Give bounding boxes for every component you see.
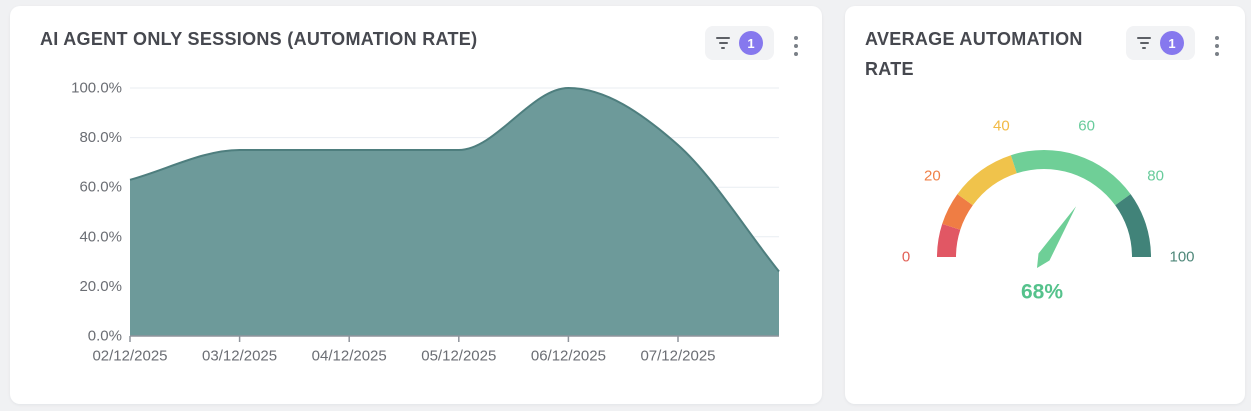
gauge-tick-label: 60 (1078, 117, 1095, 134)
average-card-header: AVERAGE AUTOMATION RATE 1 (845, 6, 1245, 84)
gauge-arc-segment (1010, 149, 1131, 206)
filter-funnel-icon (1137, 37, 1151, 49)
area-series-line (129, 86, 780, 273)
gauge-arc-segment (957, 155, 1017, 206)
filter-count-badge: 1 (1160, 31, 1184, 55)
x-axis-label: 02/12/2025 (92, 348, 167, 365)
gauge-tick-label: 100 (1169, 249, 1194, 266)
gauge-value-label: 68% (1021, 281, 1063, 304)
kebab-menu-icon (794, 36, 798, 56)
filter-button[interactable]: 1 (705, 26, 774, 60)
average-automation-card: AVERAGE AUTOMATION RATE 1 0 20 40 60 80 100 68… (845, 6, 1245, 404)
area-series-fill (130, 88, 779, 336)
y-axis-label: 60.0% (79, 179, 122, 196)
sessions-card-actions: 1 (705, 26, 802, 62)
average-card-actions: 1 (1126, 26, 1223, 62)
x-axis-label: 05/12/2025 (421, 348, 496, 365)
filter-button[interactable]: 1 (1126, 26, 1195, 60)
x-axis-label: 03/12/2025 (202, 348, 277, 365)
gauge-arc-segment (936, 223, 961, 257)
more-options-button[interactable] (790, 30, 802, 62)
gauge-tick-label: 40 (993, 117, 1010, 134)
x-axis-label: 06/12/2025 (531, 348, 606, 365)
sessions-card-title: AI AGENT ONLY SESSIONS (AUTOMATION RATE) (40, 29, 478, 49)
gauge-needle (1037, 206, 1077, 268)
sessions-card-header: AI AGENT ONLY SESSIONS (AUTOMATION RATE)… (10, 6, 822, 62)
kebab-menu-icon (1215, 36, 1219, 56)
average-card-title: AVERAGE AUTOMATION RATE (865, 29, 1083, 79)
sessions-card: AI AGENT ONLY SESSIONS (AUTOMATION RATE)… (10, 6, 822, 404)
gauge-tick-label: 20 (924, 167, 941, 184)
average-automation-gauge: 0 20 40 60 80 100 68% (902, 117, 1195, 304)
y-axis-label: 0.0% (88, 328, 122, 345)
y-axis-label: 80.0% (79, 129, 122, 146)
x-axis-label: 04/12/2025 (312, 348, 387, 365)
gauge-tick-label: 80 (1147, 167, 1164, 184)
gauge-tick-label: 0 (902, 249, 910, 266)
y-axis-label: 100.0% (71, 80, 122, 97)
gauge-arc-segment (1115, 194, 1151, 257)
y-axis-label: 20.0% (79, 278, 122, 295)
filter-funnel-icon (716, 37, 730, 49)
filter-count-badge: 1 (739, 31, 763, 55)
more-options-button[interactable] (1211, 30, 1223, 62)
x-axis-label: 07/12/2025 (640, 348, 715, 365)
gauge-arc-segment (942, 194, 973, 230)
automation-rate-area-chart: 0.0% 20.0% 40.0% 60.0% 80.0% 100.0% 02/12/2025… (71, 80, 780, 365)
y-axis-label: 40.0% (79, 228, 122, 245)
